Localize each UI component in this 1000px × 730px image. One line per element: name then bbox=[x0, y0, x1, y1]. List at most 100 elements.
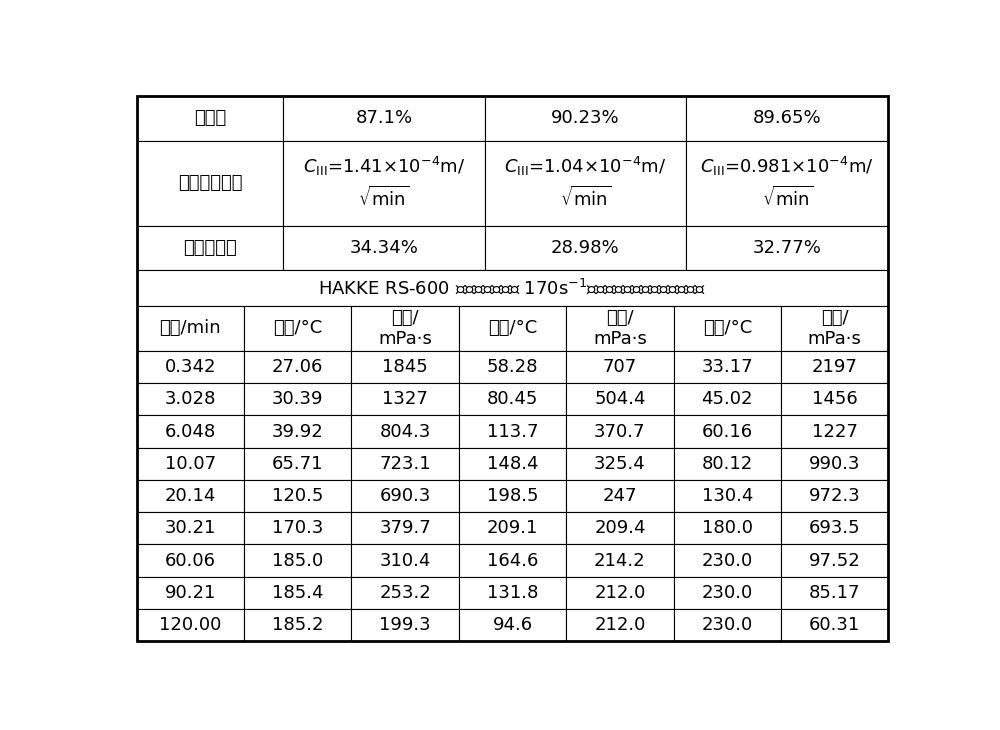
Text: 253.2: 253.2 bbox=[379, 584, 431, 602]
Text: 粘度/
mPa·s: 粘度/ mPa·s bbox=[378, 309, 432, 348]
Bar bbox=[566, 512, 674, 545]
Bar bbox=[137, 545, 244, 577]
Bar bbox=[674, 306, 781, 351]
Text: 60.31: 60.31 bbox=[809, 616, 860, 634]
Text: 34.34%: 34.34% bbox=[350, 239, 418, 257]
Text: $C_{\rm III}$=1.41$\times10^{-4}$m/: $C_{\rm III}$=1.41$\times10^{-4}$m/ bbox=[303, 155, 465, 178]
Bar bbox=[351, 447, 459, 480]
Text: 65.71: 65.71 bbox=[272, 455, 323, 473]
Bar bbox=[244, 447, 351, 480]
Text: 230.0: 230.0 bbox=[702, 552, 753, 569]
Text: 时间/min: 时间/min bbox=[160, 320, 221, 337]
Bar bbox=[351, 577, 459, 609]
Bar bbox=[459, 351, 566, 383]
Text: 693.5: 693.5 bbox=[809, 519, 860, 537]
Text: 170.3: 170.3 bbox=[272, 519, 323, 537]
Text: 723.1: 723.1 bbox=[379, 455, 431, 473]
Text: 30.21: 30.21 bbox=[165, 519, 216, 537]
Text: 690.3: 690.3 bbox=[379, 487, 431, 505]
Text: 60.06: 60.06 bbox=[165, 552, 216, 569]
Bar bbox=[566, 383, 674, 415]
Bar bbox=[781, 512, 888, 545]
Text: 32.77%: 32.77% bbox=[753, 239, 822, 257]
Text: 185.2: 185.2 bbox=[272, 616, 323, 634]
Bar bbox=[566, 415, 674, 447]
Bar bbox=[674, 512, 781, 545]
Bar bbox=[244, 609, 351, 641]
Bar bbox=[674, 577, 781, 609]
Text: 89.65%: 89.65% bbox=[753, 110, 822, 128]
Bar bbox=[781, 383, 888, 415]
Text: 185.4: 185.4 bbox=[272, 584, 323, 602]
Text: 148.4: 148.4 bbox=[487, 455, 538, 473]
Text: 80.45: 80.45 bbox=[487, 391, 538, 408]
Bar bbox=[566, 306, 674, 351]
Text: 90.21: 90.21 bbox=[165, 584, 216, 602]
Text: 130.4: 130.4 bbox=[702, 487, 753, 505]
Text: 85.17: 85.17 bbox=[809, 584, 860, 602]
Text: 20.14: 20.14 bbox=[165, 487, 216, 505]
Text: 131.8: 131.8 bbox=[487, 584, 538, 602]
Bar bbox=[674, 415, 781, 447]
Text: 39.92: 39.92 bbox=[272, 423, 324, 440]
Bar bbox=[137, 577, 244, 609]
Bar bbox=[686, 96, 888, 141]
Text: 6.048: 6.048 bbox=[165, 423, 216, 440]
Text: 209.1: 209.1 bbox=[487, 519, 538, 537]
Text: 温度/°C: 温度/°C bbox=[488, 320, 537, 337]
Bar bbox=[781, 545, 888, 577]
Text: 230.0: 230.0 bbox=[702, 616, 753, 634]
Text: 180.0: 180.0 bbox=[702, 519, 753, 537]
Bar bbox=[351, 383, 459, 415]
Bar bbox=[674, 480, 781, 512]
Bar bbox=[674, 383, 781, 415]
Text: 10.07: 10.07 bbox=[165, 455, 216, 473]
Text: 185.0: 185.0 bbox=[272, 552, 323, 569]
Text: 0.342: 0.342 bbox=[165, 358, 216, 376]
Bar bbox=[244, 383, 351, 415]
Bar bbox=[244, 480, 351, 512]
Text: 214.2: 214.2 bbox=[594, 552, 646, 569]
Text: 199.3: 199.3 bbox=[379, 616, 431, 634]
Text: 58.28: 58.28 bbox=[487, 358, 538, 376]
Bar bbox=[351, 351, 459, 383]
Text: 80.12: 80.12 bbox=[702, 455, 753, 473]
Bar bbox=[244, 306, 351, 351]
Text: 198.5: 198.5 bbox=[487, 487, 538, 505]
Bar bbox=[674, 351, 781, 383]
Bar bbox=[566, 545, 674, 577]
Text: 325.4: 325.4 bbox=[594, 455, 646, 473]
Bar bbox=[674, 447, 781, 480]
Text: 30.39: 30.39 bbox=[272, 391, 323, 408]
Bar bbox=[459, 512, 566, 545]
Text: 27.06: 27.06 bbox=[272, 358, 323, 376]
Text: 2197: 2197 bbox=[812, 358, 858, 376]
Text: 164.6: 164.6 bbox=[487, 552, 538, 569]
Text: 静态滤失系数: 静态滤失系数 bbox=[178, 174, 242, 192]
Text: HAKKE RS-600 高温高压流变仪 170s$^{-1}$剪切下粘度随温度时间的变化: HAKKE RS-600 高温高压流变仪 170s$^{-1}$剪切下粘度随温度… bbox=[318, 279, 707, 298]
Bar bbox=[781, 480, 888, 512]
Text: 97.52: 97.52 bbox=[809, 552, 861, 569]
Text: 247: 247 bbox=[603, 487, 637, 505]
Bar bbox=[137, 306, 244, 351]
Text: $C_{\rm III}$=0.981$\times10^{-4}$m/: $C_{\rm III}$=0.981$\times10^{-4}$m/ bbox=[700, 155, 874, 178]
Bar bbox=[566, 480, 674, 512]
Bar bbox=[566, 577, 674, 609]
Bar bbox=[674, 609, 781, 641]
Text: 1327: 1327 bbox=[382, 391, 428, 408]
Text: 212.0: 212.0 bbox=[594, 616, 646, 634]
Text: 87.1%: 87.1% bbox=[355, 110, 413, 128]
Text: 45.02: 45.02 bbox=[702, 391, 753, 408]
Text: 504.4: 504.4 bbox=[594, 391, 646, 408]
Text: 972.3: 972.3 bbox=[809, 487, 861, 505]
Text: 1845: 1845 bbox=[382, 358, 428, 376]
Bar bbox=[566, 447, 674, 480]
Text: 动态伤害率: 动态伤害率 bbox=[183, 239, 237, 257]
Bar bbox=[459, 609, 566, 641]
Text: 1456: 1456 bbox=[812, 391, 858, 408]
Bar bbox=[485, 226, 686, 271]
Bar bbox=[686, 141, 888, 226]
Text: 707: 707 bbox=[603, 358, 637, 376]
Bar bbox=[459, 545, 566, 577]
Bar bbox=[244, 512, 351, 545]
